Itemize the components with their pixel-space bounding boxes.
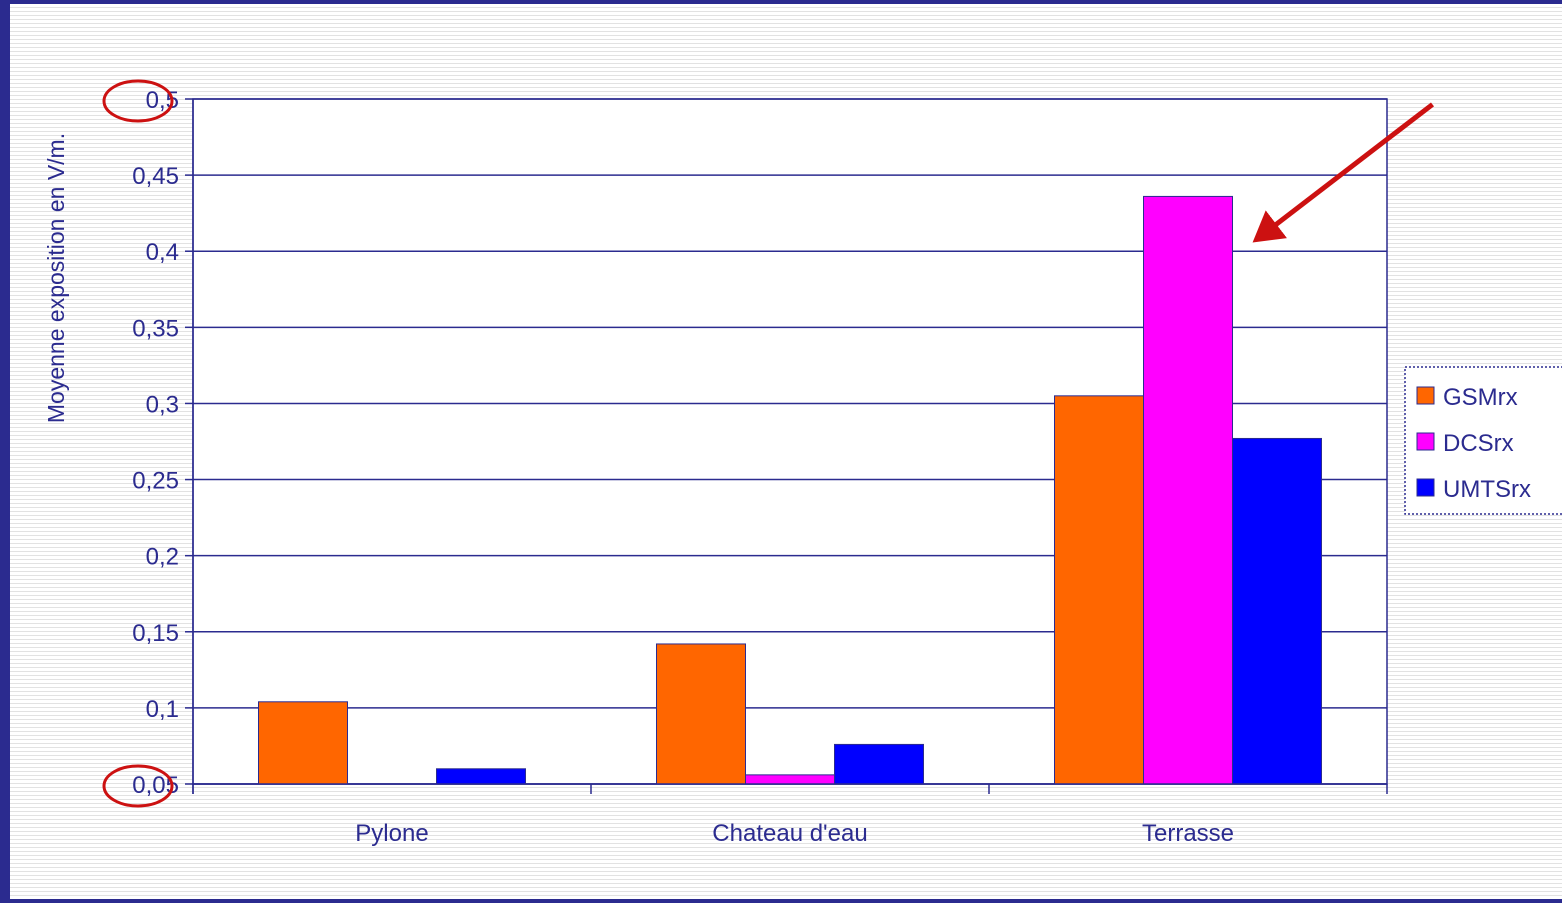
- legend-label-dcsrx: DCSrx: [1443, 430, 1514, 457]
- y-tick-label: 0,1: [146, 696, 179, 723]
- legend: GSMrx DCSrx UMTSrx: [1404, 366, 1562, 515]
- legend-label-gsmrx: GSMrx: [1443, 384, 1518, 411]
- y-tick-label: 0,35: [132, 315, 179, 342]
- bar-gsmrx-chateau-d-eau: [656, 643, 746, 785]
- legend-swatch-dcsrx: [1416, 432, 1435, 451]
- x-category-label: Chateau d'eau: [712, 820, 867, 847]
- y-tick-label: 0,25: [132, 468, 179, 495]
- bar-umtsrx-pylone: [436, 768, 526, 785]
- bar-gsmrx-terrasse: [1054, 395, 1144, 785]
- legend-swatch-gsmrx: [1416, 386, 1435, 405]
- bar-dcsrx-terrasse: [1143, 195, 1233, 785]
- bar-umtsrx-chateau-d-eau: [834, 743, 924, 785]
- y-tick-label: 0,2: [146, 544, 179, 571]
- bar-umtsrx-terrasse: [1232, 437, 1322, 785]
- legend-swatch-umtsrx: [1416, 478, 1435, 497]
- y-tick-label: 0,15: [132, 620, 179, 647]
- y-tick-label: 0,3: [146, 391, 179, 418]
- y-tick-label: 0,4: [146, 239, 179, 266]
- bar-dcsrx-chateau-d-eau: [745, 774, 835, 785]
- bar-chart: 0,050,10,150,20,250,30,350,40,450,5 Pylo…: [43, 79, 1562, 847]
- legend-label-umtsrx: UMTSrx: [1443, 476, 1531, 503]
- annotations: [102, 79, 1435, 808]
- x-category-labels: Pylone Chateau d'eau Terrasse: [355, 820, 1234, 847]
- axes: [185, 98, 1388, 794]
- x-category-label: Pylone: [355, 820, 428, 847]
- y-axis-label: Moyenne exposition en V/m.: [43, 133, 69, 423]
- annotation-arrow: [1252, 102, 1435, 243]
- highlight-circle-0-5: [102, 79, 174, 123]
- highlight-circle-0-05: [102, 764, 174, 808]
- x-category-label: Terrasse: [1142, 820, 1234, 847]
- y-tick-label: 0,45: [132, 163, 179, 190]
- y-tick-labels: 0,050,10,150,20,250,30,350,40,450,5: [132, 87, 179, 799]
- y-tick-label: 0,5: [146, 87, 179, 114]
- bars: [258, 195, 1322, 785]
- bar-gsmrx-pylone: [258, 701, 348, 785]
